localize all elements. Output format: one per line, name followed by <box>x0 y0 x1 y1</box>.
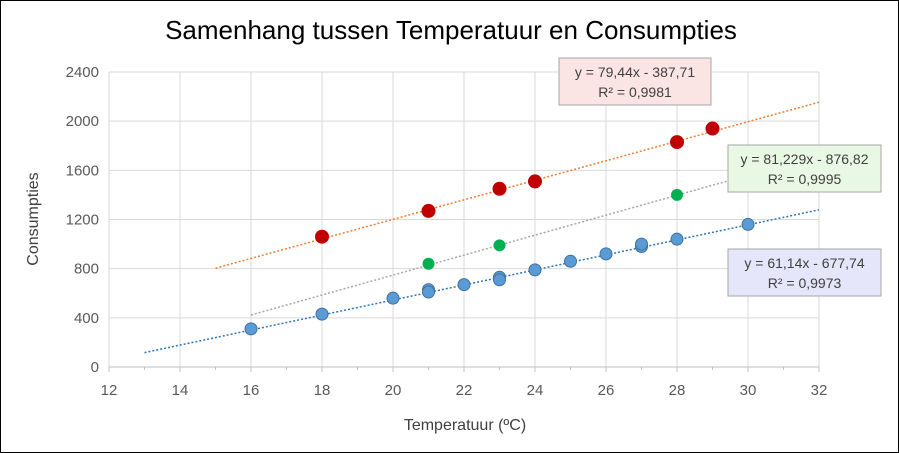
x-tick-label: 32 <box>811 382 828 399</box>
data-point <box>493 239 506 252</box>
trend-equation: y = 79,44x - 387,71 <box>575 64 695 80</box>
trend-equation: y = 81,229x - 876,82 <box>740 151 868 167</box>
equation-box <box>727 144 882 193</box>
x-tick-label: 20 <box>385 382 402 399</box>
data-point <box>705 121 720 136</box>
data-point <box>244 322 258 336</box>
y-tick-label: 1200 <box>66 212 99 229</box>
grid-lines <box>108 71 820 367</box>
data-point <box>564 254 577 268</box>
x-tick-label: 16 <box>243 382 260 399</box>
trendline <box>144 209 820 354</box>
x-tick-label: 30 <box>740 382 757 399</box>
data-point <box>741 217 755 231</box>
data-point <box>528 174 542 189</box>
data-point <box>315 307 329 321</box>
data-point <box>528 263 542 277</box>
x-tick-label: 14 <box>172 382 189 399</box>
data-point <box>421 203 436 218</box>
trend-equation: y = 61,14x - 677,74 <box>744 255 864 271</box>
y-tick-label: 2400 <box>66 64 99 81</box>
y-tick-label: 400 <box>74 310 99 327</box>
r-squared: R² = 0,9973 <box>768 275 842 291</box>
data-point <box>422 285 435 299</box>
x-axis-label: Temperatuur (ºC) <box>404 417 526 434</box>
trendlines <box>144 101 820 354</box>
data-point <box>422 257 435 270</box>
data-point <box>457 278 471 292</box>
data-point <box>492 181 507 196</box>
x-tick-label: 28 <box>669 382 686 399</box>
y-axis-label: Consumpties <box>25 172 42 265</box>
data-point <box>599 247 613 261</box>
axes: 0 400 800 1200 1600 2000 2400 12 14 16 18 20 22 24 26 2… <box>66 64 828 399</box>
x-tick-label: 18 <box>314 382 331 399</box>
y-tick-label: 2000 <box>66 113 99 130</box>
data-point <box>670 135 684 150</box>
data-point <box>670 232 684 246</box>
data-point <box>671 188 683 201</box>
y-tick-label: 1600 <box>66 162 99 179</box>
data-point <box>386 291 400 305</box>
chart-title: Samenhang tussen Temperatuur en Consumpt… <box>165 15 737 45</box>
equation-box <box>727 248 882 297</box>
r-squared: R² = 0,9981 <box>598 84 672 100</box>
data-point <box>635 237 648 251</box>
data-point <box>315 229 329 244</box>
y-tick-label: 800 <box>74 261 99 278</box>
x-tick-label: 24 <box>527 382 544 399</box>
x-tick-label: 26 <box>598 382 615 399</box>
data-point <box>493 273 506 287</box>
r-squared: R² = 0,9995 <box>768 171 842 187</box>
data-points <box>244 121 755 336</box>
y-tick-label: 0 <box>91 359 99 376</box>
equation-box <box>558 57 712 106</box>
x-tick-label: 12 <box>101 382 118 399</box>
equation-boxes: y = 79,44x - 387,71 R² = 0,9981 y = 81,229… <box>558 57 882 297</box>
x-tick-label: 22 <box>456 382 473 399</box>
